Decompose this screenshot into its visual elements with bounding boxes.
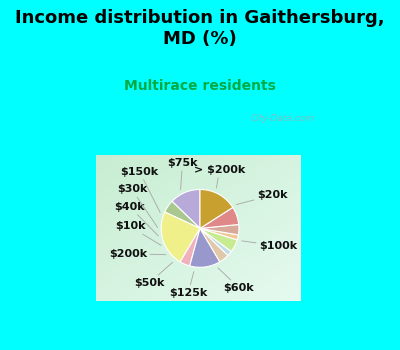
Text: $60k: $60k bbox=[218, 268, 254, 293]
Wedge shape bbox=[200, 229, 228, 262]
Wedge shape bbox=[200, 208, 239, 229]
Text: $100k: $100k bbox=[242, 241, 297, 251]
Wedge shape bbox=[180, 229, 200, 266]
Wedge shape bbox=[172, 189, 200, 229]
Text: $20k: $20k bbox=[236, 190, 287, 204]
Text: Multirace residents: Multirace residents bbox=[124, 79, 276, 93]
Text: $50k: $50k bbox=[134, 262, 172, 288]
Wedge shape bbox=[190, 229, 220, 267]
Text: $125k: $125k bbox=[169, 272, 208, 298]
Text: > $200k: > $200k bbox=[194, 165, 245, 188]
Wedge shape bbox=[200, 229, 231, 256]
Text: $30k: $30k bbox=[117, 184, 158, 228]
Text: $200k: $200k bbox=[109, 248, 166, 259]
Wedge shape bbox=[200, 224, 239, 235]
Text: City-Data.com: City-Data.com bbox=[250, 114, 314, 123]
Text: $40k: $40k bbox=[115, 202, 158, 236]
Text: $10k: $10k bbox=[115, 222, 161, 245]
Text: Income distribution in Gaithersburg,
MD (%): Income distribution in Gaithersburg, MD … bbox=[15, 9, 385, 48]
Wedge shape bbox=[200, 229, 238, 240]
Wedge shape bbox=[161, 212, 200, 262]
Wedge shape bbox=[165, 201, 200, 229]
Text: $75k: $75k bbox=[167, 158, 198, 190]
Wedge shape bbox=[200, 229, 237, 251]
Wedge shape bbox=[200, 189, 233, 229]
Text: $150k: $150k bbox=[121, 167, 160, 212]
